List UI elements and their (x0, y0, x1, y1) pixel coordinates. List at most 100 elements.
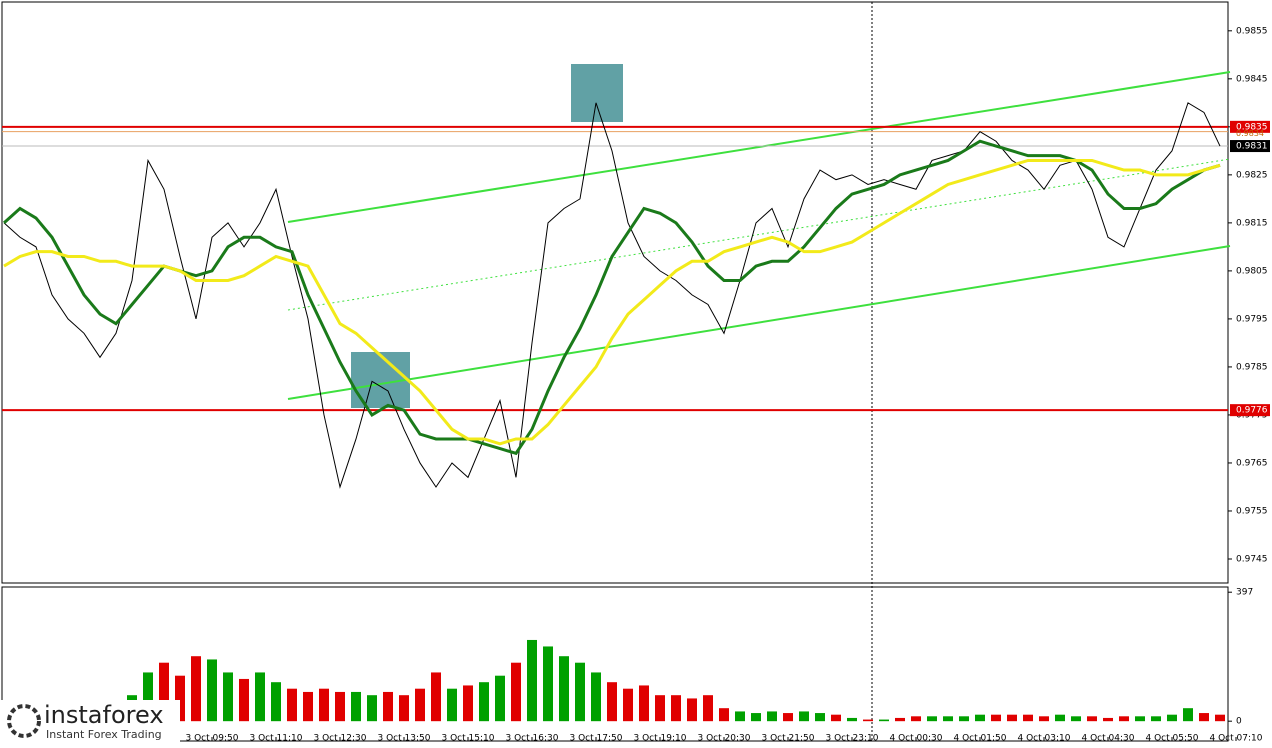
volume-bar (575, 662, 585, 722)
volume-bar (959, 716, 969, 722)
logo-icon (7, 704, 41, 738)
volume-bar (351, 691, 361, 722)
moving-average (3, 158, 1221, 446)
volume-bar (927, 716, 937, 722)
volume-bar (719, 708, 729, 722)
volume-bar (431, 672, 441, 722)
volume-bar (399, 695, 409, 722)
volume-bar (863, 719, 873, 722)
volume-bar (543, 646, 553, 722)
volume-bar (703, 695, 713, 722)
volume-bar (1007, 714, 1017, 722)
x-tick-label: 3 Oct 15:10 (442, 734, 495, 744)
volume-bar (751, 713, 761, 722)
volume-bar (367, 695, 377, 722)
x-tick-label: 3 Oct 17:50 (570, 734, 623, 744)
volume-bar (527, 639, 537, 722)
volume-bar (975, 714, 985, 722)
y-tick-label: 0.9765 (1236, 458, 1268, 468)
volume-tick-label: 0 (1236, 717, 1242, 727)
x-tick-label: 3 Oct 16:30 (506, 734, 559, 744)
volume-bar (303, 691, 313, 722)
logo-tagline: Instant Forex Trading (46, 728, 162, 741)
volume-bar (271, 682, 281, 722)
volume-bar (1023, 714, 1033, 722)
volume-bar (191, 656, 201, 722)
price-tag (1230, 140, 1270, 153)
volume-bar (815, 713, 825, 722)
volume-bar (143, 672, 153, 722)
x-tick-label: 3 Oct 11:10 (250, 734, 303, 744)
volume-bar (463, 685, 473, 722)
volume-bar (607, 682, 617, 722)
level-tag (1230, 120, 1270, 133)
volume-bar (767, 711, 777, 722)
logo: instaforex Instant Forex Trading (0, 700, 180, 744)
y-tick-label: 0.9785 (1236, 362, 1268, 372)
volume-bar (799, 711, 809, 722)
volume-bar (991, 714, 1001, 722)
volume-bar (1055, 714, 1065, 722)
volume-bar (559, 656, 569, 722)
volume-bar (1199, 713, 1209, 722)
volume-bar (1103, 717, 1113, 722)
y-tick-label: 0.9805 (1236, 266, 1268, 276)
volume-bar (479, 682, 489, 722)
x-tick-label: 4 Oct 05:50 (1146, 734, 1199, 744)
y-tick-label: 0.9825 (1236, 170, 1268, 180)
volume-bar (831, 714, 841, 722)
x-tick-label: 4 Oct 04:30 (1082, 734, 1135, 744)
volume-bar (159, 662, 169, 722)
volume-bar (623, 688, 633, 722)
volume-bar (1135, 716, 1145, 722)
volume-bar (655, 695, 665, 722)
level-label: 0.9776 (1236, 406, 1268, 416)
volume-bar (175, 675, 185, 722)
x-tick-label: 4 Oct 07:10 (1210, 734, 1263, 744)
volume-bar (879, 719, 889, 722)
volume-bar (335, 691, 345, 722)
x-tick-label: 3 Oct 09:50 (186, 734, 239, 744)
x-tick-label: 3 Oct 12:30 (314, 734, 367, 744)
x-tick-label: 3 Oct 19:10 (634, 734, 687, 744)
x-tick-label: 4 Oct 03:10 (1018, 734, 1071, 744)
volume-bar (639, 685, 649, 722)
y-tick-label: 0.9815 (1236, 218, 1268, 228)
x-tick-label: 4 Oct 01:50 (954, 734, 1007, 744)
ask-label: 0.9834 (1236, 129, 1264, 138)
y-tick-label: 0.9755 (1236, 506, 1268, 516)
channel-line (287, 71, 1231, 223)
volume-bar (383, 691, 393, 722)
volume-bar (591, 672, 601, 722)
volume-bar (287, 688, 297, 722)
volume-bar (207, 659, 217, 722)
volume-bar (1071, 716, 1081, 722)
x-tick-label: 3 Oct 23:10 (826, 734, 879, 744)
volume-bar (239, 678, 249, 722)
x-tick-label: 3 Oct 20:30 (698, 734, 751, 744)
volume-bar (495, 675, 505, 722)
moving-average (2, 139, 1221, 456)
volume-tick-label: 397 (1236, 588, 1253, 598)
volume-bar (687, 698, 697, 722)
volume-bar (1215, 714, 1225, 722)
y-tick-label: 0.9855 (1236, 26, 1268, 36)
volume-bar (1087, 716, 1097, 722)
volume-bar (943, 716, 953, 722)
channel-mid (287, 158, 1231, 311)
logo-name: instaforex (44, 701, 164, 729)
level-tag (1230, 404, 1270, 417)
y-tick-label: 0.9745 (1236, 554, 1268, 564)
volume-bar (911, 716, 921, 722)
x-tick-label: 3 Oct 13:50 (378, 734, 431, 744)
x-tick-label: 3 Oct 21:50 (762, 734, 815, 744)
volume-bar (895, 717, 905, 722)
volume-bar (319, 688, 329, 722)
volume-bar (1167, 714, 1177, 722)
volume-bar (671, 695, 681, 722)
volume-bar (1119, 716, 1129, 722)
signal-box (571, 64, 623, 122)
level-label: 0.9835 (1236, 122, 1268, 132)
volume-bar (511, 662, 521, 722)
